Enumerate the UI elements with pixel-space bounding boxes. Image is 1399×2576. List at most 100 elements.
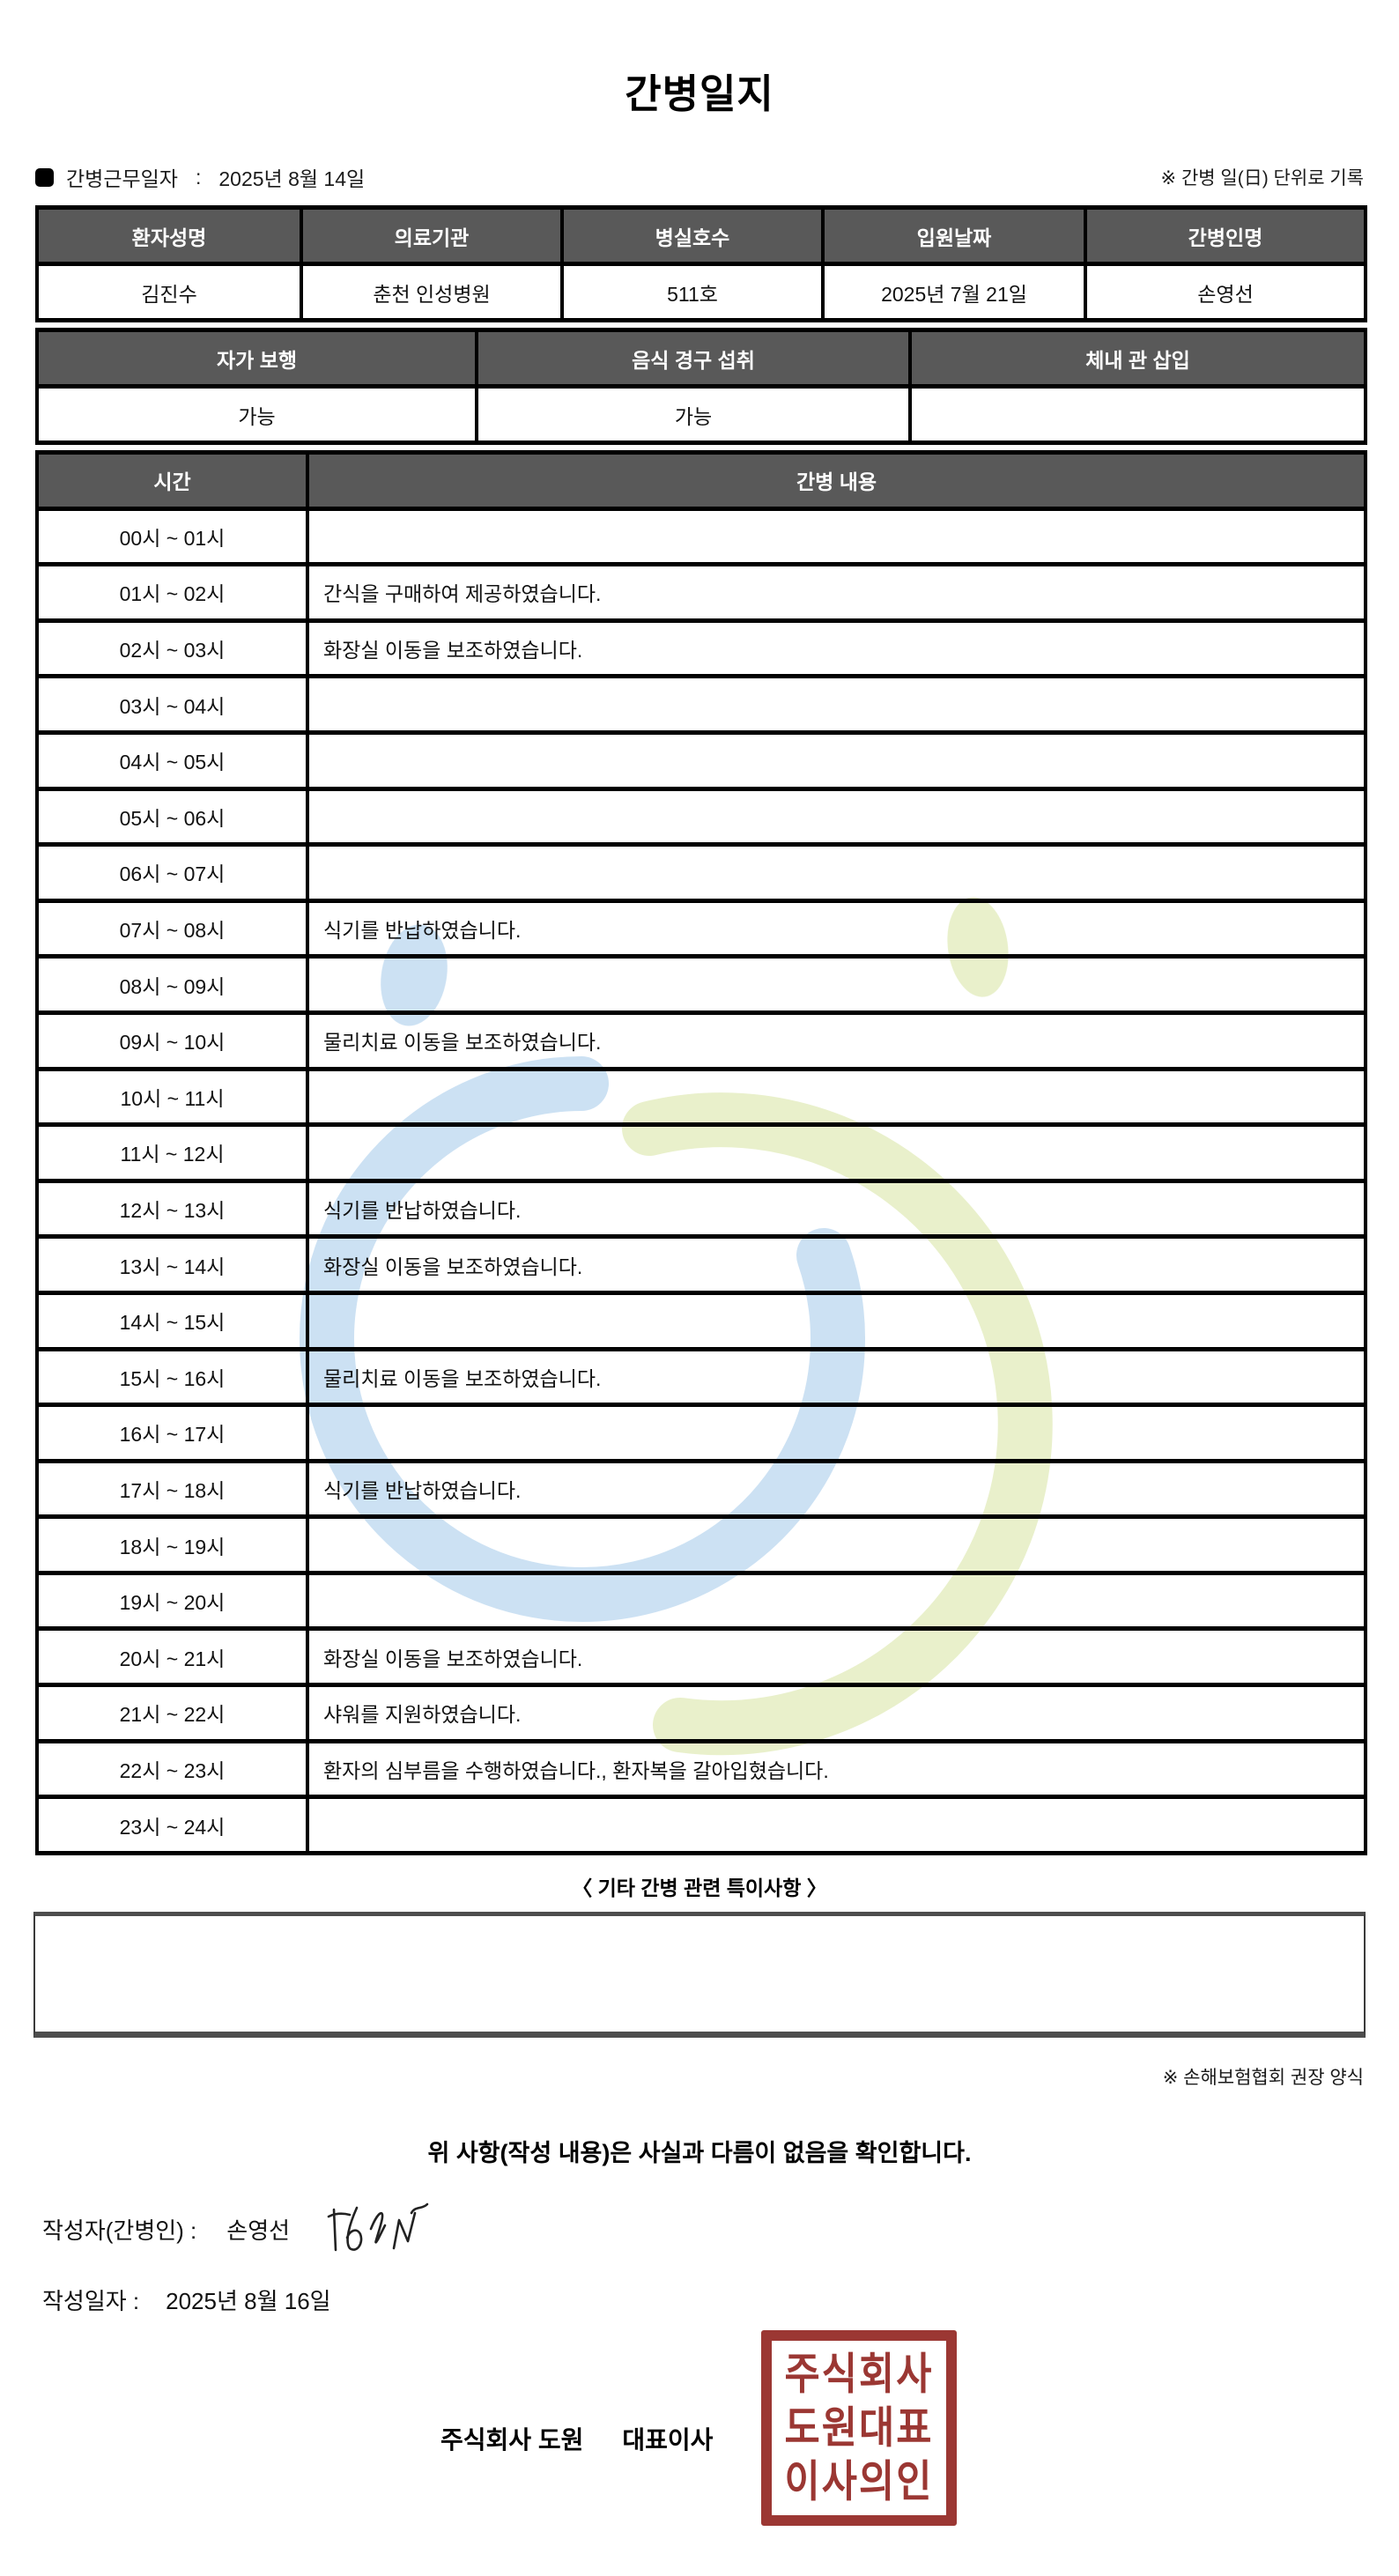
written-date-value: 2025년 8월 16일 [166, 2288, 331, 2314]
log-time: 17시 ~ 18시 [35, 1458, 309, 1520]
patient-name-cell: 김진수 [35, 262, 303, 322]
col-header-admission-date: 입원날짜 [821, 205, 1087, 266]
special-notes-box [33, 1912, 1366, 2038]
log-content [306, 1122, 1367, 1183]
log-content: 화장실 이동을 보조하였습니다. [306, 1626, 1367, 1688]
log-time: 05시 ~ 06시 [35, 786, 309, 848]
log-row: 23시 ~ 24시 [35, 1795, 1367, 1855]
log-content [306, 1570, 1367, 1632]
log-time: 18시 ~ 19시 [35, 1514, 309, 1575]
log-time: 15시 ~ 16시 [35, 1346, 309, 1408]
log-time: 02시 ~ 03시 [35, 618, 309, 679]
log-time: 23시 ~ 24시 [35, 1795, 309, 1855]
log-content [306, 729, 1367, 791]
log-row: 17시 ~ 18시 식기를 반납하였습니다. [35, 1458, 1367, 1520]
stamp-text-row: 이사의인 [784, 2456, 934, 2506]
writer-row: 작성자(간병인) : 손영선 [42, 2202, 433, 2261]
col-header-patient-name: 환자성명 [35, 205, 303, 266]
work-date-label: 간병근무일자 [66, 167, 178, 190]
medical-institution-cell: 춘천 인성병원 [300, 262, 564, 322]
log-content: 식기를 반납하였습니다. [306, 898, 1367, 959]
handwritten-signature [327, 2202, 429, 2252]
log-row: 13시 ~ 14시 화장실 이동을 보조하였습니다. [35, 1234, 1367, 1295]
oral-intake-cell: 가능 [475, 384, 912, 445]
ceo-label: 대표이사 [622, 2426, 714, 2454]
special-notes-title: 〈 기타 간병 관련 특이사항 〉 [572, 1876, 827, 1899]
log-content [306, 786, 1367, 848]
log-content [306, 674, 1367, 735]
status-value-row: 가능 가능 [35, 384, 1367, 445]
log-row: 16시 ~ 17시 [35, 1403, 1367, 1463]
writer-label: 작성자(간병인) : [42, 2217, 197, 2244]
log-row: 08시 ~ 09시 [35, 954, 1367, 1015]
stamp-text-row: 도원대표 [784, 2402, 934, 2453]
log-time: 12시 ~ 13시 [35, 1178, 309, 1240]
caregiver-name-cell: 손영선 [1084, 262, 1367, 322]
col-header-time: 시간 [35, 450, 309, 511]
log-row: 11시 ~ 12시 [35, 1122, 1367, 1183]
written-date-label: 작성일자 : [42, 2288, 140, 2314]
meta-row: 간병근무일자 : 2025년 8월 14일 ※ 간병 일(日) 단위로 기록 [35, 162, 1364, 192]
col-header-self-walking: 자가 보행 [35, 328, 478, 389]
log-header-row: 시간 간병 내용 [35, 450, 1367, 511]
log-row: 18시 ~ 19시 [35, 1514, 1367, 1575]
log-content: 물리치료 이동을 보조하였습니다. [306, 1346, 1367, 1408]
room-number-cell: 511호 [560, 262, 825, 322]
log-content [306, 1795, 1367, 1855]
col-header-room-number: 병실호수 [560, 205, 825, 266]
log-row: 01시 ~ 02시 간식을 구매하여 제공하였습니다. [35, 562, 1367, 623]
log-content: 화장실 이동을 보조하였습니다. [306, 618, 1367, 679]
patient-value-row: 김진수 춘천 인성병원 511호 2025년 7월 21일 손영선 [35, 262, 1367, 322]
log-row: 15시 ~ 16시 물리치료 이동을 보조하였습니다. [35, 1346, 1367, 1408]
log-time: 00시 ~ 01시 [35, 506, 309, 567]
log-row: 10시 ~ 11시 [35, 1066, 1367, 1128]
log-time: 22시 ~ 23시 [35, 1738, 309, 1800]
log-time: 20시 ~ 21시 [35, 1626, 309, 1688]
log-content: 간식을 구매하여 제공하였습니다. [306, 562, 1367, 623]
log-row: 02시 ~ 03시 화장실 이동을 보조하였습니다. [35, 618, 1367, 679]
col-header-medical-institution: 의료기관 [300, 205, 564, 266]
written-date-row: 작성일자 : 2025년 8월 16일 [42, 2284, 331, 2316]
unit-note: ※ 간병 일(日) 단위로 기록 [1160, 168, 1364, 189]
log-time: 01시 ~ 02시 [35, 562, 309, 623]
patient-info-table: 환자성명 의료기관 병실호수 입원날짜 간병인명 김진수 춘천 인성병원 511… [35, 205, 1367, 322]
log-row: 12시 ~ 13시 식기를 반납하였습니다. [35, 1178, 1367, 1240]
log-content [306, 506, 1367, 567]
footer-company-line: 주식회사 도원 대표이사 [440, 2421, 713, 2456]
log-time: 06시 ~ 07시 [35, 842, 309, 903]
log-time: 03시 ~ 04시 [35, 674, 309, 735]
patient-status-table: 자가 보행 음식 경구 섭취 체내 관 삽입 가능 가능 [35, 328, 1367, 445]
company-name: 주식회사 도원 [440, 2426, 584, 2454]
log-time: 11시 ~ 12시 [35, 1122, 309, 1183]
log-content [306, 1066, 1367, 1128]
log-row: 00시 ~ 01시 [35, 506, 1367, 567]
care-log-table: 시간 간병 내용 00시 ~ 01시 01시 ~ 02시 간식을 구매하여 제공하… [35, 450, 1367, 1855]
status-header-row: 자가 보행 음식 경구 섭취 체내 관 삽입 [35, 328, 1367, 389]
log-time: 14시 ~ 15시 [35, 1290, 309, 1351]
log-content: 화장실 이동을 보조하였습니다. [306, 1234, 1367, 1295]
page-title: 간병일지 [625, 71, 774, 116]
log-time: 04시 ~ 05시 [35, 729, 309, 791]
log-row: 20시 ~ 21시 화장실 이동을 보조하였습니다. [35, 1626, 1367, 1688]
colon: : [195, 165, 202, 189]
confirmation-statement: 위 사항(작성 내용)은 사실과 다름이 없음을 확인합니다. [427, 2140, 972, 2166]
log-time: 16시 ~ 17시 [35, 1403, 309, 1463]
log-row: 05시 ~ 06시 [35, 786, 1367, 848]
log-row: 06시 ~ 07시 [35, 842, 1367, 903]
log-content: 샤워를 지원하였습니다. [306, 1683, 1367, 1743]
log-content [306, 842, 1367, 903]
log-content: 환자의 심부름을 수행하였습니다., 환자복을 갈아입혔습니다. [306, 1738, 1367, 1800]
tube-insertion-cell [908, 384, 1367, 445]
log-content: 물리치료 이동을 보조하였습니다. [306, 1010, 1367, 1071]
log-content [306, 1514, 1367, 1575]
log-row: 04시 ~ 05시 [35, 729, 1367, 791]
log-row: 19시 ~ 20시 [35, 1570, 1367, 1632]
admission-date-cell: 2025년 7월 21일 [821, 262, 1087, 322]
col-header-oral-intake: 음식 경구 섭취 [475, 328, 912, 389]
patient-header-row: 환자성명 의료기관 병실호수 입원날짜 간병인명 [35, 205, 1367, 266]
log-time: 07시 ~ 08시 [35, 898, 309, 959]
log-content [306, 954, 1367, 1015]
corporate-seal-stamp: 주식회사 도원대표 이사의인 [761, 2330, 957, 2526]
log-time: 13시 ~ 14시 [35, 1234, 309, 1295]
